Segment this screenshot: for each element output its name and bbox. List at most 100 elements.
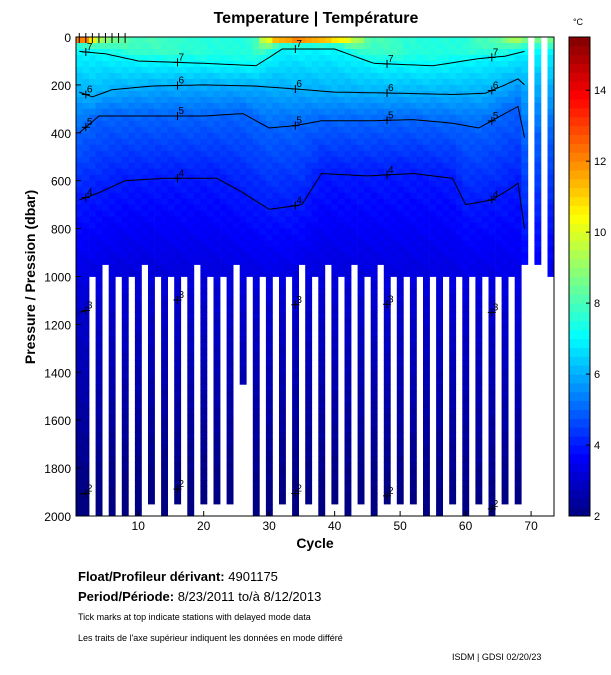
heatmap-cell <box>396 498 404 505</box>
heatmap-cell <box>89 270 96 277</box>
heatmap-cell <box>95 492 103 499</box>
colorbar-tick-label: 2 <box>594 511 600 523</box>
heatmap-cell <box>468 144 476 152</box>
heatmap-cell <box>449 336 457 343</box>
heatmap-cell <box>180 240 188 247</box>
contour-marker <box>487 308 496 317</box>
heatmap-cell <box>390 162 398 170</box>
heatmap-cell <box>409 318 417 325</box>
heatmap-cell <box>344 162 352 170</box>
heatmap-cell <box>298 204 306 211</box>
heatmap-cell <box>534 192 542 200</box>
heatmap-cell <box>508 156 516 164</box>
heatmap-cell <box>409 396 417 403</box>
heatmap-cell <box>108 504 116 511</box>
heatmap-cell <box>161 90 168 98</box>
heatmap-cell <box>233 120 241 128</box>
heatmap-cell <box>514 324 522 331</box>
heatmap-cell <box>265 396 273 403</box>
heatmap-cell <box>161 372 168 379</box>
heatmap-cell <box>108 318 116 325</box>
heatmap-cell <box>82 61 90 68</box>
heatmap-cell <box>514 210 522 217</box>
heatmap-cell <box>174 270 182 277</box>
heatmap-cell <box>331 426 339 433</box>
heatmap-cell <box>396 66 404 74</box>
heatmap-cell <box>193 168 201 176</box>
heatmap-cell <box>265 354 273 361</box>
heatmap-cell <box>161 474 168 481</box>
heatmap-cell <box>383 288 391 295</box>
heatmap-cell <box>180 114 188 122</box>
heatmap-cell <box>508 186 516 194</box>
heatmap-cell <box>292 438 299 445</box>
heatmap-cell <box>239 186 247 194</box>
heatmap-cell <box>272 186 280 194</box>
heatmap-cell <box>521 198 529 206</box>
heatmap-cell <box>344 114 352 122</box>
heatmap-cell <box>239 168 247 176</box>
heatmap-cell <box>200 222 208 229</box>
heatmap-cell <box>508 210 516 217</box>
heatmap-cell <box>108 102 116 110</box>
heatmap-cell <box>115 156 123 164</box>
heatmap-cell <box>272 120 280 128</box>
heatmap-cell <box>501 396 509 403</box>
heatmap-cell <box>331 300 339 307</box>
heatmap-cell <box>108 264 116 271</box>
heatmap-cell <box>298 144 306 152</box>
heatmap-cell <box>364 144 371 152</box>
heatmap-cell <box>311 174 319 182</box>
heatmap-cell <box>200 102 208 110</box>
heatmap-cell <box>292 456 299 463</box>
heatmap-cell <box>305 480 313 487</box>
heatmap-cell <box>475 426 483 433</box>
heatmap-cell <box>252 264 260 271</box>
heatmap-cell <box>318 294 326 301</box>
heatmap-cell <box>436 348 443 355</box>
heatmap-cell <box>390 180 398 188</box>
heatmap-cell <box>272 90 280 98</box>
heatmap-cell <box>128 240 136 247</box>
heatmap-cell <box>403 264 411 271</box>
heatmap-cell <box>436 372 443 379</box>
heatmap-cell <box>351 126 358 134</box>
heatmap-cell <box>285 162 293 170</box>
heatmap-cell <box>468 180 476 188</box>
heatmap-cell <box>462 366 470 373</box>
heatmap-cell <box>226 186 234 194</box>
heatmap-cell <box>134 132 142 140</box>
heatmap-cell <box>213 432 221 439</box>
heatmap-cell <box>547 37 555 44</box>
heatmap-cell <box>174 168 182 176</box>
heatmap-cell <box>167 264 175 271</box>
heatmap-cell <box>449 408 457 415</box>
heatmap-cell <box>95 66 103 74</box>
heatmap-cell <box>226 162 234 170</box>
heatmap-cell <box>174 276 182 283</box>
contour-marker <box>487 504 496 513</box>
heatmap-cell <box>370 174 378 182</box>
heatmap-cell <box>508 49 516 56</box>
heatmap-cell <box>501 402 509 409</box>
heatmap-cell <box>409 348 417 355</box>
heatmap-cell <box>187 468 195 475</box>
heatmap-cell <box>488 378 496 385</box>
heatmap-cell <box>272 204 280 211</box>
heatmap-cell <box>292 312 299 319</box>
heatmap-cell <box>449 486 457 493</box>
heatmap-cell <box>396 468 404 475</box>
heatmap-cell <box>161 162 168 170</box>
heatmap-cell <box>174 252 182 259</box>
heatmap-cell <box>331 450 339 457</box>
heatmap-cell <box>462 120 470 128</box>
heatmap-cell <box>161 150 168 158</box>
heatmap-cell <box>351 132 358 140</box>
heatmap-cell <box>213 114 221 122</box>
heatmap-cell <box>233 78 241 86</box>
heatmap-cell <box>174 342 182 349</box>
heatmap-cell <box>416 138 424 146</box>
heatmap-cell <box>488 366 496 373</box>
heatmap-cell <box>174 186 182 194</box>
heatmap-cell <box>154 126 162 134</box>
